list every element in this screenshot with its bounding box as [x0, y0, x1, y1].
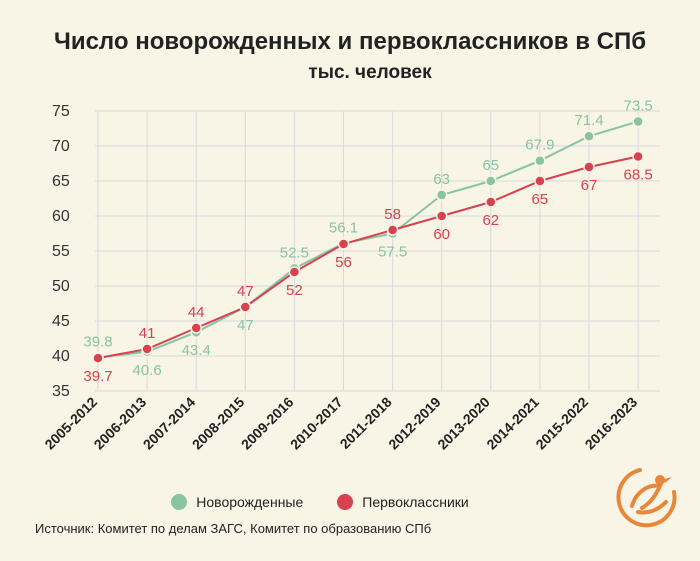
data-label-first-graders: 47 [237, 283, 254, 300]
data-point-newborns [632, 115, 644, 128]
data-label-first-graders: 39.7 [83, 368, 112, 385]
legend-item-first-graders[interactable]: Первоклассники [337, 494, 469, 510]
series-points [92, 115, 644, 364]
legend: Новорожденные Первоклассники [0, 494, 700, 510]
x-axis-ticks: 2005-20122006-20132007-20142008-20152009… [41, 394, 640, 453]
data-label-newborns: 52.5 [280, 245, 309, 262]
x-tick-label: 2014-2021 [483, 394, 542, 453]
data-label-first-graders: 65 [532, 191, 549, 208]
y-tick-label: 60 [52, 208, 70, 225]
x-tick-label: 2012-2019 [385, 394, 444, 453]
x-tick-label: 2005-2012 [41, 394, 100, 453]
chart-title: Число новорожденных и первоклассников в … [53, 28, 647, 55]
y-tick-label: 75 [52, 103, 70, 120]
data-point-first-graders [190, 322, 202, 334]
y-tick-label: 65 [52, 173, 70, 190]
y-tick-label: 55 [52, 243, 70, 260]
data-point-newborns [583, 130, 595, 142]
data-label-newborns: 65 [482, 157, 499, 174]
x-tick-label: 2009-2016 [238, 394, 297, 453]
data-label-first-graders: 52 [286, 282, 303, 299]
data-label-first-graders: 62 [482, 212, 499, 229]
y-tick-label: 45 [52, 313, 70, 330]
x-tick-label: 2010-2017 [287, 394, 346, 453]
data-point-first-graders [92, 352, 104, 364]
data-label-newborns: 73.5 [623, 98, 652, 115]
series-lines [97, 120, 639, 360]
data-point-first-graders [239, 301, 252, 313]
data-point-first-graders [337, 238, 350, 250]
y-tick-label: 40 [52, 348, 70, 365]
data-point-first-graders [485, 196, 497, 208]
legend-label-newborns: Новорожденные [196, 494, 304, 510]
data-label-first-graders: 68.5 [623, 167, 652, 184]
legend-label-first-graders: Первоклассники [362, 494, 469, 510]
legend-dot-first-graders [337, 494, 354, 510]
x-tick-label: 2016-2023 [582, 394, 641, 453]
data-point-first-graders [583, 161, 595, 173]
x-tick-label: 2015-2022 [532, 394, 591, 453]
data-point-first-graders [288, 266, 301, 278]
data-point-newborns [435, 189, 448, 201]
x-tick-label: 2007-2014 [140, 394, 199, 453]
data-label-first-graders: 41 [139, 325, 156, 342]
chart-subtitle: тыс. человек [308, 62, 432, 83]
data-label-newborns: 40.6 [132, 362, 161, 379]
source-note: Источник: Комитет по делам ЗАГС, Комитет… [35, 521, 432, 536]
data-label-first-graders: 44 [188, 304, 205, 321]
legend-dot-newborns [171, 494, 188, 510]
bird-logo-icon [616, 468, 677, 528]
y-tick-label: 50 [52, 278, 70, 295]
series-line-first-graders [97, 155, 639, 360]
data-label-newborns: 39.8 [83, 333, 112, 350]
data-point-newborns [485, 175, 497, 187]
data-label-newborns: 43.4 [182, 342, 211, 359]
data-label-first-graders: 60 [433, 226, 450, 243]
x-tick-label: 2008-2015 [189, 394, 248, 453]
x-tick-label: 2006-2013 [91, 394, 150, 453]
data-label-first-graders: 67 [581, 177, 598, 194]
data-point-first-graders [386, 224, 399, 236]
data-point-newborns [534, 154, 546, 167]
series-line-newborns [97, 120, 639, 359]
data-label-newborns: 71.4 [574, 112, 603, 129]
data-label-first-graders: 58 [384, 206, 401, 223]
data-label-newborns: 57.5 [378, 244, 407, 261]
y-tick-label: 70 [52, 138, 70, 155]
x-tick-label: 2013-2020 [434, 394, 493, 453]
data-labels: 39.8 39.7 40.6 41 43.4 44 47 47 52.5 52 56.1 56 57.5… [83, 98, 652, 386]
data-point-first-graders [534, 175, 546, 187]
y-axis-ticks: 35 40 45 50 55 60 65 70 75 [52, 103, 70, 400]
data-label-newborns: 63 [433, 171, 450, 188]
data-label-newborns: 56.1 [329, 219, 358, 236]
data-point-first-graders [141, 343, 153, 355]
y-tick-label: 35 [52, 383, 70, 400]
data-label-first-graders: 56 [335, 254, 352, 271]
legend-item-newborns[interactable]: Новорожденные [171, 494, 303, 510]
data-label-newborns: 67.9 [525, 137, 554, 154]
data-point-first-graders [435, 210, 448, 222]
data-label-newborns: 47 [237, 317, 254, 334]
data-point-first-graders [632, 150, 644, 163]
